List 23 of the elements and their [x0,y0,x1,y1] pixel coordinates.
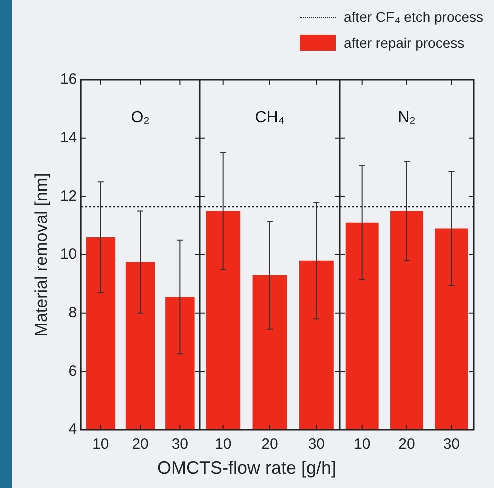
y-axis-title: Material removal [nm] [32,173,51,337]
x-tick-label: 20 [132,436,149,454]
x-tick-label: 10 [354,436,371,454]
y-tick-label: 12 [60,188,78,205]
legend-label: after repair process [344,35,465,51]
x-axis-title: OMCTS-flow rate [g/h] [156,458,338,479]
y-tick-label: 14 [60,129,78,146]
y-tick-label: 16 [60,71,78,88]
x-tick-label: 30 [443,436,460,454]
y-tick-label: 4 [68,421,78,438]
x-tick-label: 30 [172,436,189,454]
x-tick-label: 20 [398,436,416,454]
x-tick-label: 30 [308,436,326,454]
text: N₂ [398,109,416,126]
x-tick-label: 20 [262,436,278,454]
x-tick-label: 10 [92,436,110,454]
legend-label: after CF₄ etch process [344,9,484,25]
y-tick-label: 8 [68,304,78,322]
y-tick-label: 10 [60,246,78,264]
text: O₂ [131,109,150,126]
text: CH₄ [255,109,285,126]
y-tick-label: 6 [68,362,78,380]
x-tick-label: 10 [214,436,232,454]
